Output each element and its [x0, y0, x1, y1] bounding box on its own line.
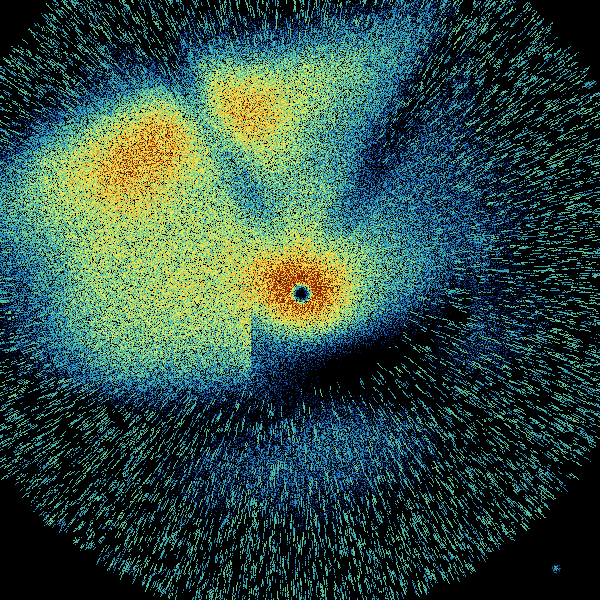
- image-viewport: Radio intensity map Speckled false-colou…: [0, 0, 600, 600]
- intensity-map-canvas: [0, 0, 600, 600]
